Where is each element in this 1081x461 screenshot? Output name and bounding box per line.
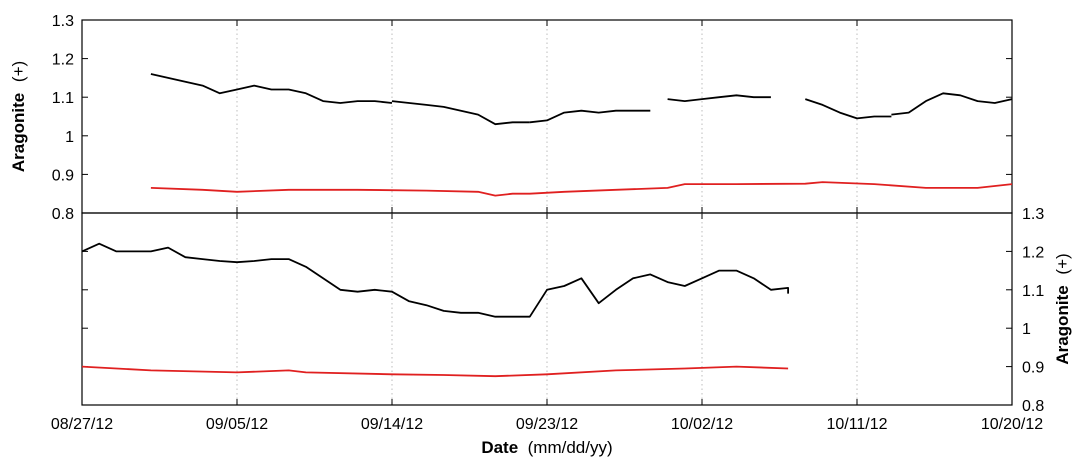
top-grid — [81, 20, 1013, 213]
x-axis-label-main: Date — [481, 438, 518, 457]
x-axis: 08/27/12 09/05/12 09/14/12 09/23/12 10/02/12… — [51, 416, 1043, 433]
top-series — [150, 73, 1013, 197]
bottom-y-tick-label: 1.3 — [1022, 206, 1044, 223]
x-tick-label: 10/02/12 — [671, 416, 733, 433]
bottom-series-line — [81, 365, 789, 378]
top-series-line — [150, 181, 1013, 197]
bottom-y-tick-label: 0.9 — [1022, 360, 1044, 377]
bottom-y-axis-label-unit: (+) — [1053, 253, 1072, 274]
x-tick-label: 09/23/12 — [516, 416, 578, 433]
top-y-tick-label: 0.8 — [52, 206, 74, 223]
bottom-y-tick-label: 1.1 — [1022, 283, 1044, 300]
bottom-y-tick-label: 1.2 — [1022, 244, 1044, 261]
top-series-line — [805, 98, 892, 120]
bottom-series — [81, 242, 789, 378]
top-y-axis-label-unit: (+) — [9, 61, 28, 82]
x-tick-label: 10/20/12 — [981, 416, 1043, 433]
top-y-tick-label: 1.3 — [52, 13, 74, 30]
top-y-tick-label: 1.2 — [52, 52, 74, 69]
x-tick-label: 09/14/12 — [361, 416, 423, 433]
top-series-line — [150, 73, 393, 104]
bottom-y-tick-label: 0.8 — [1022, 398, 1044, 415]
bottom-y-axis-label: Aragonite (+) — [1053, 253, 1072, 364]
top-series-line — [667, 94, 771, 102]
top-series-line — [529, 109, 651, 124]
top-series-line — [391, 100, 530, 126]
top-y-tick-label: 0.9 — [52, 167, 74, 184]
x-tick-label: 09/05/12 — [206, 416, 268, 433]
bottom-y-tick-label: 1 — [1022, 321, 1031, 338]
top-y-axis-label: Aragonite (+) — [9, 61, 28, 172]
bottom-series-line — [81, 242, 789, 318]
bottom-y-axis-label-main: Aragonite — [1053, 285, 1072, 364]
top-y-tick-label: 1.1 — [52, 90, 74, 107]
top-series-line — [891, 92, 1013, 116]
bottom-y-axis: 0.8 0.9 1 1.1 1.2 1.3 — [82, 206, 1044, 415]
x-axis-label: Date (mm/dd/yy) — [481, 438, 612, 457]
bottom-panel: 0.8 0.9 1 1.1 1.2 1.3 Aragonite (+) — [81, 206, 1072, 415]
x-tick-label: 08/27/12 — [51, 416, 113, 433]
bottom-grid — [81, 213, 1013, 405]
top-y-tick-label: 1 — [65, 129, 74, 146]
x-tick-label: 10/11/12 — [826, 416, 887, 433]
top-panel: 0.8 0.9 1 1.1 1.2 1.3 Aragonite (+) — [9, 13, 1013, 223]
top-y-axis-label-main: Aragonite — [9, 93, 28, 172]
x-axis-label-unit: (mm/dd/yy) — [523, 438, 613, 457]
top-y-axis: 0.8 0.9 1 1.1 1.2 1.3 — [52, 13, 1012, 223]
